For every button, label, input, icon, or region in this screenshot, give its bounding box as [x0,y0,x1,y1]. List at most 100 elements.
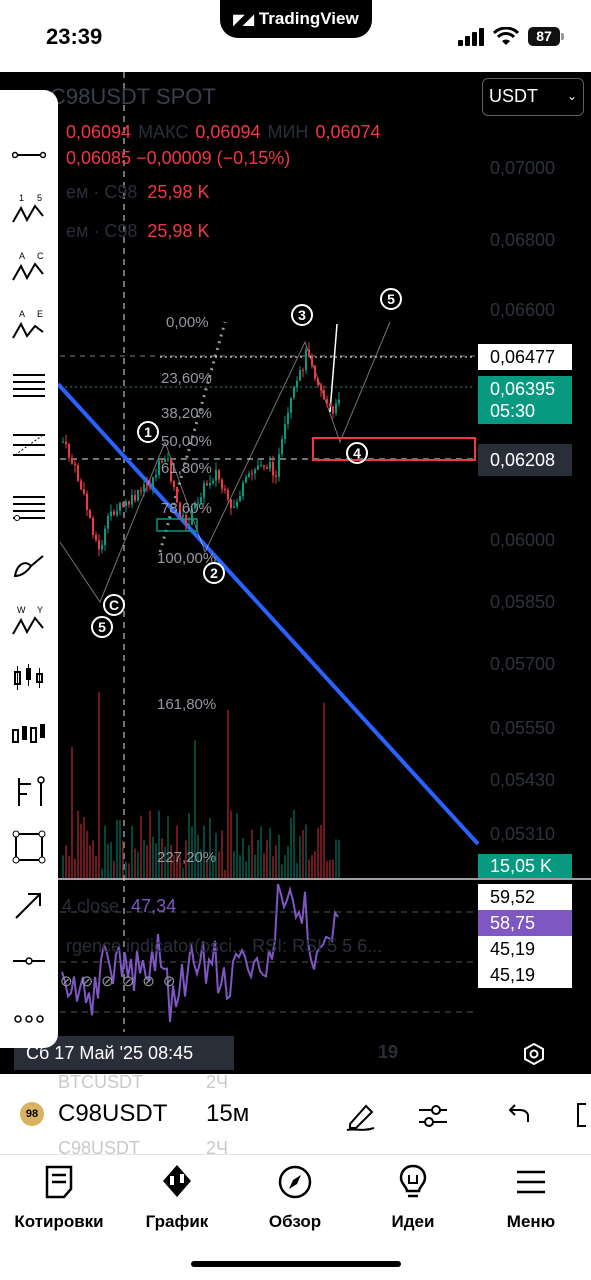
volume-bar [248,845,250,878]
volume-bar [158,810,160,878]
candle-body [137,489,139,501]
candle-body [230,499,232,509]
volume-bar [128,863,130,878]
tab-overview[interactable]: Обзор [236,1163,354,1232]
price-axis-label: 0,06800 [490,230,556,250]
candle-body [335,403,337,414]
tab-quotes[interactable]: Котировки [0,1163,118,1232]
volume-bar [194,740,196,878]
fib-channel-tool-icon[interactable] [8,486,50,528]
fullscreen-icon[interactable] [572,1098,591,1132]
volume-bar [212,855,214,878]
volume-bar [323,702,325,878]
tab-chart[interactable]: График [118,1163,236,1232]
wave-label-c[interactable]: C [103,594,125,616]
drawing-pen-icon[interactable] [344,1098,378,1132]
bars-pattern-tool-icon[interactable] [8,714,50,756]
lightbulb-icon [399,1164,427,1198]
volume-bar [95,855,97,878]
candle-body [311,356,313,366]
horizontal-ray-tool-icon[interactable] [8,940,50,982]
svg-text:C: C [37,251,44,261]
volume-bar [317,827,319,878]
rectangle-tool-icon[interactable] [8,826,50,868]
tab-ideas[interactable]: Идеи [354,1163,472,1232]
volume-bar [86,830,88,878]
candlestick-series [62,342,340,557]
interval-button[interactable]: 15м [206,1100,250,1127]
candle-body [188,524,190,526]
currency-select[interactable]: USDT ⌄ [482,78,584,116]
rsi-legend-value: 47,34 [131,896,177,916]
candle-body [299,370,301,381]
volume-bar [179,856,181,878]
volume-series [62,691,340,878]
price-axis-label: 0,05430 [490,770,556,790]
candle-body [155,475,157,478]
ohlc-max-label: МАКС [138,122,189,142]
volume-legend-2: ем · С98 25,98 K [66,221,209,242]
trend-line-tool-icon[interactable] [8,134,50,176]
volume-bar [119,820,121,878]
wave-label-4[interactable]: 4 [346,442,368,464]
price-axis-label: 0,05850 [490,592,556,612]
battery-icon: 87 [528,27,560,46]
fib-level-label: 0,00% [166,314,209,331]
volume-bar [335,839,337,878]
candle-body [209,483,211,486]
wave-label-5[interactable]: 5 [380,288,402,310]
tab-menu[interactable]: Меню [472,1163,590,1232]
arrow-tool-icon[interactable] [8,884,50,926]
volume-bar [155,843,157,878]
crosshair-price-tag: 0,06208 [478,444,572,476]
candle-body [221,479,223,489]
candle-body [245,477,247,483]
candle-body [326,399,328,404]
symbol-picker-ghost-bottom: C98USDT [58,1138,141,1158]
wave-label-2[interactable]: 2 [203,562,225,584]
volume-bar [74,858,76,878]
more-tools-icon[interactable] [8,998,50,1040]
level-price-tag: 0,06477 [478,344,572,370]
chart-canvas[interactable] [0,72,591,1074]
candles-pattern-tool-icon[interactable] [8,656,50,698]
chart-settings-icon[interactable] [522,1042,546,1066]
price-axis-label: 0,05700 [490,654,556,674]
candle-body [92,518,94,535]
wave-label-5-prior[interactable]: 5 [91,616,113,638]
candle-body [176,487,178,503]
ohlc-change: −0,00009 (−0,15%) [136,148,291,168]
tab-ideas-label: Идеи [391,1212,435,1231]
candle-body [269,462,271,469]
fib-retracement-tool-icon[interactable] [8,364,50,406]
rsi-legend: 4 close 47,34 [62,896,176,917]
wave-label-1[interactable]: 1 [137,421,159,443]
fib-extension-tool-icon[interactable] [8,424,50,466]
tab-chart-label: График [145,1212,209,1231]
wave-label-3[interactable]: 3 [291,304,313,326]
symbol-button[interactable]: C98USDT [58,1100,168,1127]
fib-level-label: 23,60% [161,370,212,387]
indicators-settings-icon[interactable] [416,1098,450,1132]
chart-symbol-title: C98USDT SPOT [50,84,216,109]
cellular-signal-icon [458,28,484,46]
volume-bar [245,861,247,878]
volume-bar [182,868,184,878]
volume-bar [296,862,298,878]
candle-body [74,463,76,466]
brush-tool-icon[interactable] [8,544,50,586]
hidden-indicators-icons[interactable]: ⊘⊘⊘⊘⊘⊘ [60,973,184,990]
interval-picker-ghost-top: 2Ч [206,1072,229,1092]
undo-icon[interactable] [504,1098,534,1132]
pitchfork-tool-icon[interactable] [8,770,50,812]
tradingview-pill: ◤◢ TradingView [220,0,372,38]
svg-text:W: W [17,605,26,615]
candle-body [320,385,322,391]
candle-body [197,502,199,504]
chart-area[interactable]: C98USDT SPOT 0,06094 МАКС 0,06094 МИН 0,… [0,72,591,1074]
